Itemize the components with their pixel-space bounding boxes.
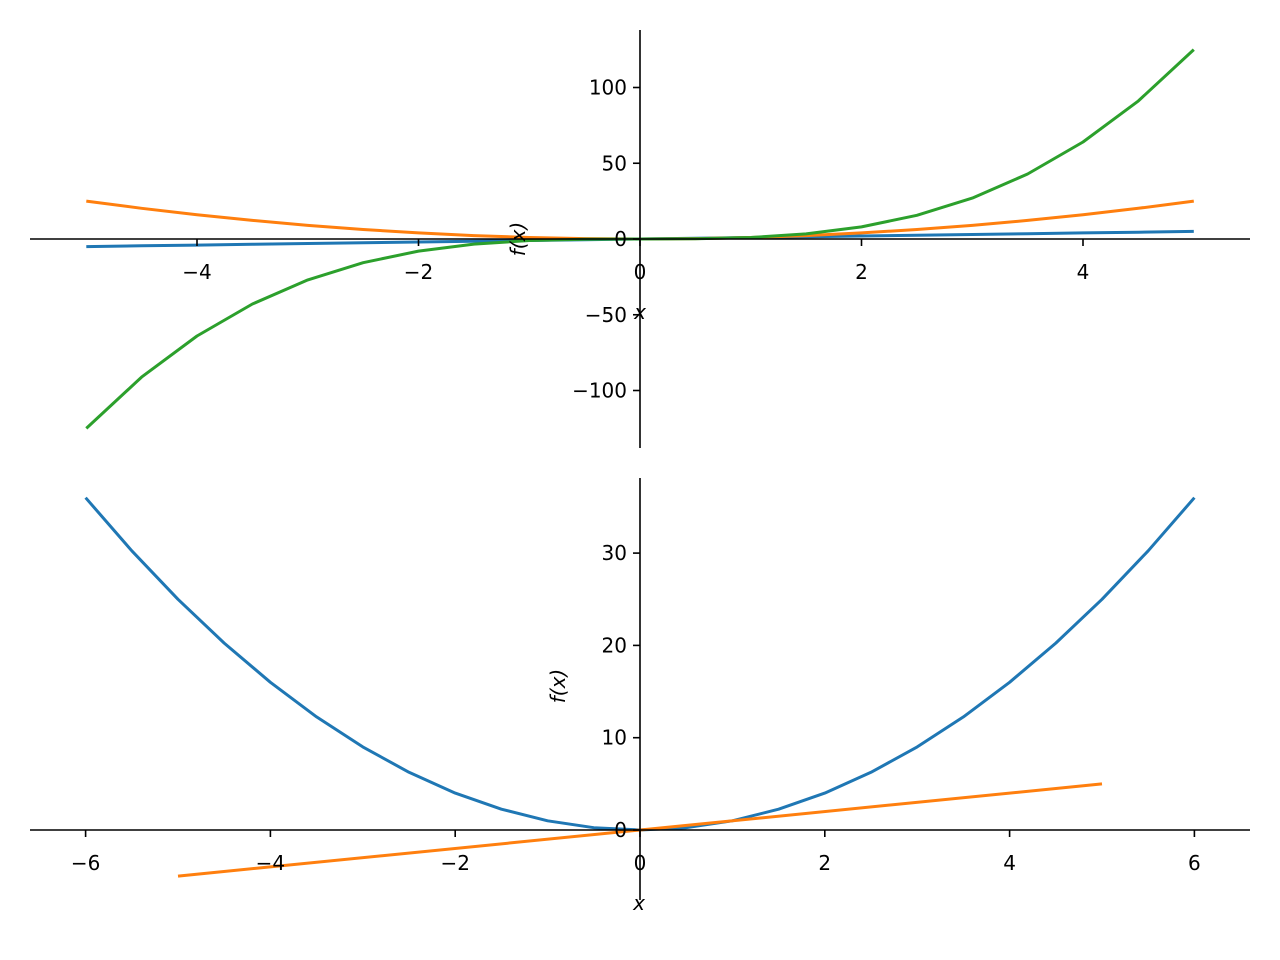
x-tick-label: −2 bbox=[440, 851, 469, 875]
y-tick-label: 0 bbox=[614, 227, 627, 251]
x-tick-label: 4 bbox=[1003, 851, 1016, 875]
y-tick-label: 50 bbox=[602, 151, 627, 175]
y-axis-label: f(x) bbox=[546, 669, 570, 703]
x-tick-label: 4 bbox=[1077, 260, 1090, 284]
y-tick-label: 100 bbox=[589, 76, 627, 100]
y-axis-label: f(x) bbox=[506, 222, 530, 256]
y-tick-label: −50 bbox=[585, 303, 627, 327]
x-tick-label: 6 bbox=[1188, 851, 1201, 875]
x-tick-label: 0 bbox=[634, 260, 647, 284]
x-tick-label: −4 bbox=[256, 851, 285, 875]
x-tick-label: −6 bbox=[71, 851, 100, 875]
y-tick-label: 30 bbox=[602, 541, 627, 565]
x-tick-label: −2 bbox=[404, 260, 433, 284]
x-tick-label: 2 bbox=[818, 851, 831, 875]
y-tick-label: 10 bbox=[602, 726, 627, 750]
x-tick-label: 2 bbox=[855, 260, 868, 284]
x-tick-label: −4 bbox=[182, 260, 211, 284]
x-axis-label: x bbox=[632, 891, 645, 915]
x-axis-label: x bbox=[633, 300, 646, 324]
y-tick-label: 20 bbox=[602, 633, 627, 657]
y-tick-label: 0 bbox=[614, 818, 627, 842]
x-tick-label: 0 bbox=[634, 851, 647, 875]
y-tick-label: −100 bbox=[572, 379, 627, 403]
